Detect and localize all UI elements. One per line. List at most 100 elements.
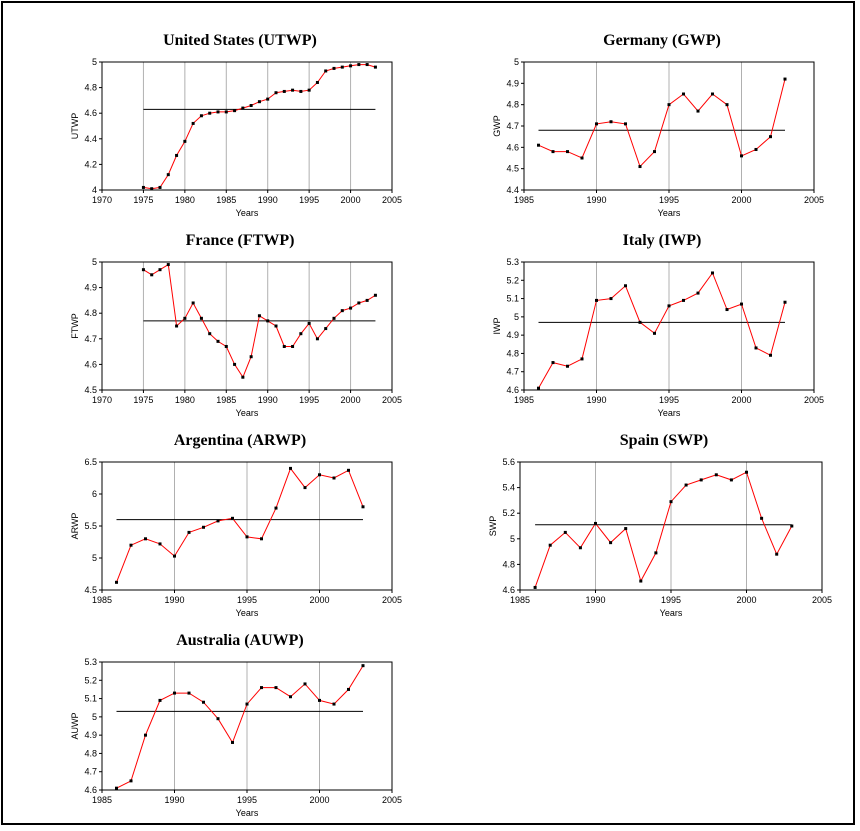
data-point [291, 344, 295, 348]
data-point [233, 362, 237, 366]
data-point [332, 316, 336, 320]
data-point [754, 346, 758, 350]
data-point [318, 698, 321, 702]
data-point [725, 308, 729, 312]
y-tick-label: 4.8 [506, 100, 519, 110]
y-tick-label: 5.4 [502, 483, 515, 493]
chart-svg: 1970 1975 1980 1985 1990 1995 2000 2005 4 4.2 4.4 4… [70, 57, 402, 218]
data-point [783, 300, 787, 304]
data-point [299, 332, 303, 336]
x-tick-label: 2000 [309, 795, 329, 805]
y-tick-label: 4.7 [506, 367, 519, 377]
chart-title: Italy (IWP) [622, 232, 702, 249]
x-tick-label: 2005 [804, 195, 824, 205]
data-point [224, 110, 228, 114]
data-point [711, 271, 714, 275]
y-axis-label: IWP [492, 318, 502, 335]
y-tick-label: 4.6 [84, 359, 97, 369]
data-point [175, 324, 179, 328]
data-point [682, 298, 685, 302]
x-tick-label: 1985 [216, 195, 236, 205]
y-tick-label: 4.2 [84, 159, 97, 169]
data-point [639, 579, 643, 583]
data-point [173, 691, 176, 695]
data-point [307, 321, 311, 325]
data-point [347, 687, 350, 691]
x-tick-label: 1970 [92, 195, 112, 205]
data-point [318, 473, 321, 477]
data-point [158, 542, 162, 546]
data-point [667, 304, 671, 308]
x-tick-label: 1990 [164, 595, 184, 605]
data-point [183, 316, 187, 320]
data-point [260, 537, 263, 541]
data-point [566, 150, 569, 154]
chart-svg: 1985 1990 1995 2000 2005 4.6 4.7 4.8 4.9 5 5.1 5.2 5… [492, 257, 824, 418]
y-tick-label: 4.7 [84, 334, 97, 344]
x-tick-label: 2005 [382, 795, 402, 805]
data-point [266, 319, 270, 323]
x-tick-label: 2005 [382, 595, 402, 605]
data-point [578, 546, 582, 550]
chart-title: Australia (AUWP) [176, 632, 304, 649]
data-point [566, 364, 569, 368]
x-tick-label: 1985 [216, 395, 236, 405]
data-point [580, 357, 584, 361]
data-point [775, 552, 779, 556]
data-point [208, 332, 212, 336]
series-line [534, 471, 793, 588]
data-point [249, 104, 253, 108]
chart-title: France (FTWP) [185, 232, 295, 249]
panel-italy: Italy (IWP) 1985 1990 1995 2000 2005 4.6 4.7 4.… [492, 232, 832, 422]
x-tick-label: 1985 [514, 195, 534, 205]
chart-title: United States (UTWP) [163, 32, 317, 49]
x-axis-label: Years [236, 208, 259, 218]
y-axis-label: AUWP [70, 713, 80, 740]
data-point [150, 273, 154, 277]
chart-svg: 1985 1990 1995 2000 2005 4.5 5 5.5 6 6.5 Years ARWP [70, 457, 402, 618]
data-point [257, 314, 261, 318]
x-tick-label: 1985 [92, 795, 112, 805]
data-point [315, 80, 319, 84]
data-point [216, 339, 220, 343]
data-point [282, 344, 286, 348]
series-line [538, 78, 786, 168]
data-point [624, 527, 628, 531]
x-tick-label: 2000 [731, 195, 751, 205]
data-point [332, 66, 336, 70]
y-axis-label: GWP [492, 115, 502, 137]
data-point [373, 65, 377, 69]
panel-germany: Germany (GWP) 1985 1990 1995 2000 2005 4.4 4.5… [492, 32, 832, 222]
y-tick-label: 5.1 [84, 694, 97, 704]
y-tick-label: 4.5 [506, 164, 519, 174]
data-point [563, 530, 567, 534]
data-point [289, 695, 292, 699]
data-point [347, 468, 350, 472]
x-tick-label: 2005 [812, 595, 832, 605]
y-tick-label: 4.5 [84, 585, 97, 595]
data-point [580, 156, 584, 160]
data-point [684, 483, 688, 487]
x-tick-label: 1995 [237, 595, 257, 605]
y-tick-label: 5.3 [506, 257, 519, 267]
x-tick-label: 1995 [237, 795, 257, 805]
y-tick-label: 5 [514, 312, 519, 322]
y-axis-label: SWP [488, 516, 498, 537]
data-point [745, 470, 748, 474]
data-point [173, 554, 176, 558]
x-axis-label: Years [658, 208, 681, 218]
data-point [274, 506, 278, 510]
y-tick-label: 6 [92, 489, 97, 499]
y-tick-label: 4.8 [506, 348, 519, 358]
x-tick-label: 1985 [514, 395, 534, 405]
y-tick-label: 5 [92, 57, 97, 67]
x-tick-label: 1990 [164, 795, 184, 805]
panel-spain: Spain (SWP) 1985 1990 1995 2000 2005 4.6 4.8 5 5… [488, 432, 840, 622]
data-point [303, 486, 307, 490]
data-point [609, 541, 613, 545]
data-point [144, 537, 147, 541]
data-point [274, 91, 278, 95]
data-point [361, 664, 365, 668]
y-tick-label: 5 [92, 712, 97, 722]
data-point [365, 63, 369, 67]
